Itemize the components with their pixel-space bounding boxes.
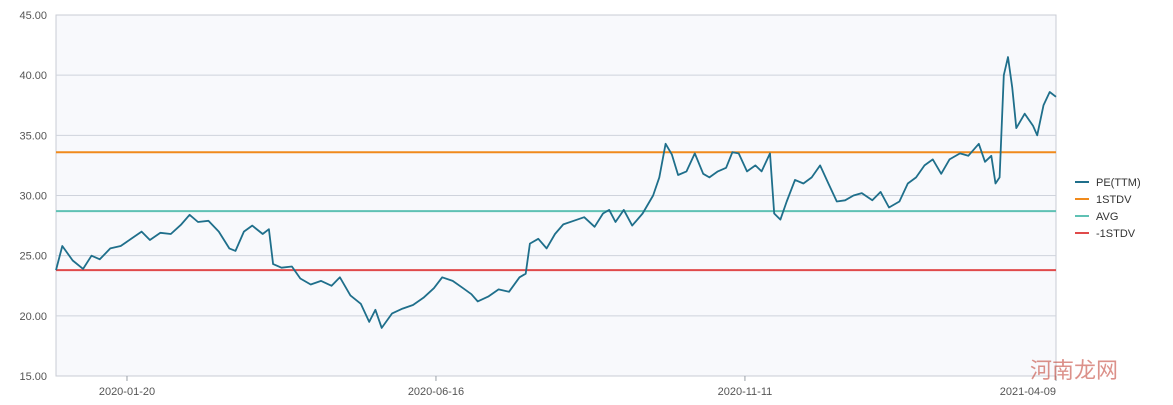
grid-lines: [56, 74, 1056, 317]
y-tick-label: 40.00: [19, 70, 47, 82]
y-tick-label: 15.00: [19, 371, 47, 383]
x-tick-label: 2021-04-09: [1000, 386, 1056, 398]
y-tick-label: 20.00: [19, 311, 47, 323]
y-axis: 15.00 20.00 25.00 30.00 35.00 40.00 45.00: [19, 10, 47, 383]
x-tick-label: 2020-06-16: [408, 386, 464, 398]
legend: PE(TTM) 1STDV AVG -1STDV: [1075, 177, 1141, 240]
y-tick-label: 35.00: [19, 130, 47, 142]
legend-label: 1STDV: [1096, 194, 1132, 206]
series-line-pe-ttm: [55, 56, 1057, 329]
legend-label: -1STDV: [1096, 228, 1136, 240]
x-axis: 2020-01-20 2020-06-16 2020-11-11 2021-04-09: [99, 376, 1057, 398]
watermark-text: 河南龙网: [1030, 359, 1118, 384]
x-tick-label: 2020-01-20: [99, 386, 155, 398]
series-group: [55, 56, 1057, 329]
legend-label: AVG: [1096, 211, 1118, 223]
y-tick-label: 30.00: [19, 191, 47, 203]
legend-label: PE(TTM): [1096, 177, 1141, 189]
y-tick-label: 25.00: [19, 251, 47, 263]
y-tick-label: 45.00: [19, 10, 47, 22]
x-tick-label: 2020-11-11: [718, 386, 773, 398]
